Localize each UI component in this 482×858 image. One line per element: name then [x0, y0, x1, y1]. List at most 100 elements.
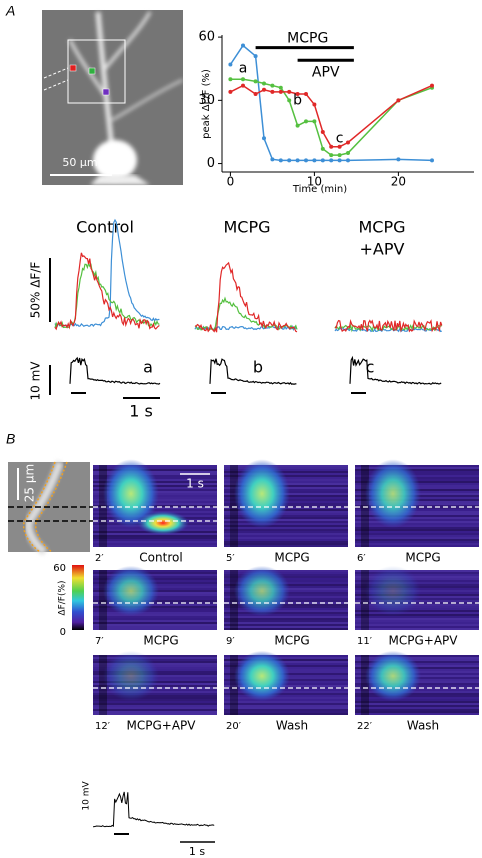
heatmap — [355, 618, 479, 620]
heatmap — [355, 570, 479, 572]
image-label: MCPG+APV — [127, 719, 197, 733]
image-time: 5′ — [226, 553, 235, 564]
point — [295, 123, 300, 128]
heatmap — [224, 699, 348, 701]
panel-label: B — [6, 431, 15, 447]
heatmap — [355, 535, 479, 537]
scale-label: 1 s — [189, 845, 205, 858]
point — [228, 77, 233, 82]
heatmap — [355, 604, 479, 606]
heatmap — [93, 693, 217, 695]
heatmap — [224, 713, 348, 715]
heatmap — [355, 628, 479, 630]
heatmap — [355, 626, 479, 628]
heatmap — [93, 697, 217, 699]
heatmap — [355, 519, 479, 521]
heatmap — [355, 689, 479, 691]
treatment-label: APV — [312, 64, 340, 80]
micrograph — [88, 67, 96, 75]
point-label: c — [336, 130, 344, 146]
heatmap — [355, 711, 479, 713]
point — [262, 136, 266, 141]
heatmap — [93, 565, 217, 630]
heatmap — [224, 537, 348, 539]
point — [329, 158, 334, 163]
heatmap — [355, 620, 479, 622]
point — [295, 92, 300, 97]
heatmap — [355, 537, 479, 539]
heatmap — [224, 661, 348, 663]
heatmap — [93, 620, 217, 622]
heatmap — [93, 473, 217, 475]
heatmap — [93, 707, 217, 709]
heatmap — [224, 691, 348, 693]
heatmap — [361, 570, 369, 630]
point — [241, 77, 245, 82]
micrograph — [69, 64, 77, 72]
point — [312, 102, 317, 107]
heatmap — [224, 511, 348, 513]
micrograph — [93, 140, 137, 180]
micrograph — [42, 10, 184, 185]
micrograph — [102, 88, 110, 96]
heatmap — [224, 705, 348, 707]
point — [241, 43, 245, 48]
heatmap — [355, 705, 479, 707]
scale-label: 50% ΔF/F — [29, 262, 43, 319]
heatmap — [93, 655, 217, 657]
heatmap — [224, 697, 348, 699]
heatmap — [365, 565, 421, 617]
heatmap — [355, 661, 479, 663]
panel-label: A — [5, 3, 15, 19]
point — [278, 89, 283, 94]
image-label: MCPG — [274, 634, 309, 648]
calcium-trace — [334, 323, 442, 333]
heatmap — [93, 539, 217, 541]
point — [346, 140, 350, 145]
heatmap — [93, 608, 217, 610]
heatmap — [224, 628, 348, 630]
scale-label: 10 mV — [82, 781, 92, 811]
point-label: b — [293, 92, 302, 108]
heatmap — [93, 618, 217, 620]
heatmap — [355, 655, 479, 657]
heatmap — [355, 533, 479, 535]
heatmap — [93, 624, 217, 626]
heatmap — [355, 695, 479, 697]
heatmap — [93, 537, 217, 539]
heatmap — [355, 691, 479, 693]
y-tick-label: 60 — [198, 30, 215, 45]
heatmap — [93, 628, 217, 630]
heatmap — [224, 614, 348, 616]
heatmap — [355, 511, 479, 513]
point — [312, 119, 317, 124]
point — [430, 158, 434, 163]
heatmap — [355, 608, 479, 610]
point — [430, 83, 434, 88]
heatmap — [93, 612, 217, 614]
colorbar-title: ΔF/F(%) — [58, 580, 68, 615]
condition-title: +APV — [360, 240, 405, 259]
heatmap — [355, 657, 479, 659]
heatmap — [224, 471, 348, 473]
heatmap — [355, 527, 479, 529]
x-axis-label: Time (min) — [292, 184, 347, 195]
heatmap — [224, 465, 348, 467]
heatmap — [355, 703, 479, 705]
heatmap — [355, 471, 479, 473]
heatmap — [224, 521, 348, 523]
heatmap — [355, 707, 479, 709]
heatmap — [93, 469, 217, 471]
heatmap — [224, 616, 348, 618]
heatmap — [224, 659, 348, 661]
heatmap — [224, 709, 348, 711]
heatmap — [224, 657, 348, 659]
heatmap — [224, 693, 348, 695]
point — [346, 151, 350, 156]
heatmap — [224, 620, 348, 622]
heatmap — [355, 693, 479, 695]
heatmap — [93, 471, 217, 473]
heatmap — [355, 650, 479, 715]
heatmap — [224, 565, 348, 630]
heatmap — [224, 519, 348, 521]
